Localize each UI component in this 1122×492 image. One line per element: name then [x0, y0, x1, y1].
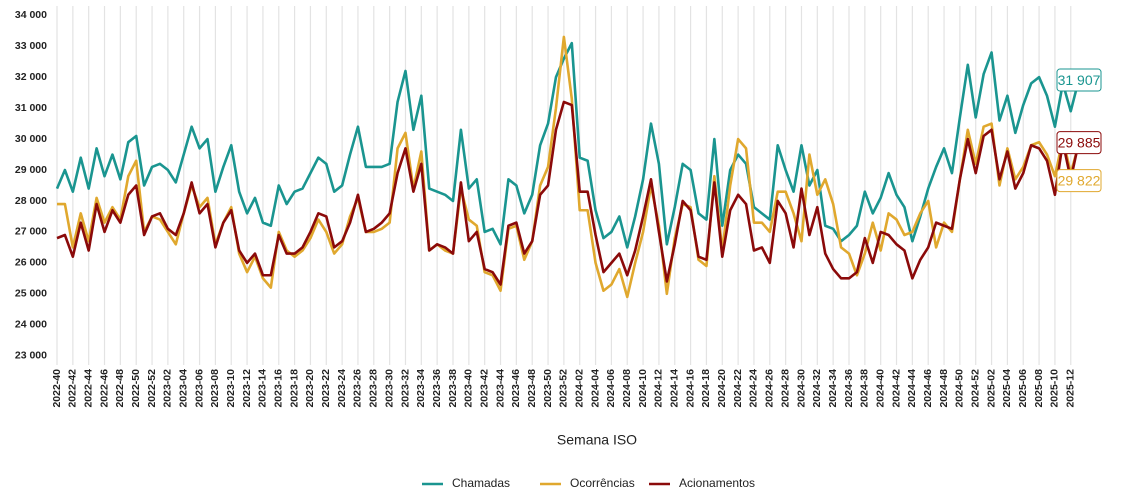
x-tick-label: 2023-28 — [368, 369, 380, 408]
x-tick-label: 2023-46 — [510, 369, 522, 408]
x-tick-label: 2024-38 — [859, 369, 871, 408]
x-tick-label: 2024-30 — [795, 369, 807, 408]
end-label: 31 907 — [1056, 68, 1102, 92]
x-tick-label: 2024-34 — [827, 369, 839, 408]
x-tick-label: 2024-50 — [954, 369, 966, 408]
y-tick-label: 31 000 — [15, 102, 47, 114]
end-label-text: 29 885 — [1058, 134, 1101, 150]
y-tick-label: 23 000 — [15, 349, 47, 361]
x-tick-label: 2023-04 — [178, 369, 190, 408]
x-tick-label: 2024-12 — [653, 369, 665, 408]
y-tick-label: 29 000 — [15, 164, 47, 176]
x-tick-label: 2024-14 — [669, 369, 681, 408]
x-tick-label: 2024-04 — [589, 369, 601, 408]
x-tick-label: 2023-44 — [494, 369, 506, 408]
x-tick-label: 2022-52 — [146, 369, 158, 408]
x-tick-label: 2023-18 — [288, 369, 300, 408]
y-tick-label: 32 000 — [15, 71, 47, 83]
x-tick-label: 2024-44 — [906, 369, 918, 408]
x-tick-label: 2023-12 — [241, 369, 253, 408]
x-tick-label: 2025-10 — [1049, 369, 1061, 408]
y-tick-label: 33 000 — [15, 40, 47, 52]
x-tick-label: 2024-22 — [732, 369, 744, 408]
x-tick-label: 2024-52 — [970, 369, 982, 408]
x-tick-label: 2023-32 — [399, 369, 411, 408]
x-axis-title: Semana ISO — [557, 432, 637, 448]
x-tick-label: 2024-28 — [779, 369, 791, 408]
x-tick-label: 2025-06 — [1017, 369, 1029, 408]
y-tick-label: 30 000 — [15, 133, 47, 145]
end-label-text: 29 822 — [1058, 172, 1101, 188]
x-tick-label: 2023-34 — [415, 369, 427, 408]
end-label-box — [1056, 169, 1102, 193]
end-label-box — [1056, 68, 1102, 92]
x-tick-label: 2022-44 — [82, 369, 94, 408]
x-tick-label: 2024-42 — [890, 369, 902, 408]
y-tick-label: 34 000 — [15, 9, 47, 21]
x-tick-label: 2024-06 — [605, 369, 617, 408]
y-tick-label: 26 000 — [15, 257, 47, 269]
x-tick-label: 2024-36 — [843, 369, 855, 408]
x-tick-label: 2024-48 — [938, 369, 950, 408]
x-tick-label: 2023-10 — [225, 369, 237, 408]
legend-item: Chamadas — [422, 476, 510, 490]
x-tick-label: 2024-20 — [716, 369, 728, 408]
x-tick-label: 2023-38 — [447, 369, 459, 408]
x-tick-label: 2023-36 — [431, 369, 443, 408]
x-tick-label: 2025-08 — [1033, 369, 1045, 408]
x-tick-label: 2022-50 — [130, 369, 142, 408]
legend-label: Acionamentos — [679, 476, 755, 490]
y-tick-label: 24 000 — [15, 319, 47, 331]
end-label: 29 885 — [1056, 131, 1102, 155]
x-tick-label: 2025-04 — [1001, 369, 1013, 408]
x-tick-label: 2023-14 — [257, 369, 269, 408]
y-tick-label: 25 000 — [15, 288, 47, 300]
end-label: 29 822 — [1056, 169, 1102, 193]
x-tick-label: 2023-48 — [526, 369, 538, 408]
y-tick-label: 27 000 — [15, 226, 47, 238]
x-tick-label: 2023-50 — [542, 369, 554, 408]
x-tick-label: 2024-32 — [811, 369, 823, 408]
x-tick-label: 2023-06 — [193, 369, 205, 408]
x-tick-label: 2023-08 — [209, 369, 221, 408]
x-tick-label: 2024-46 — [922, 369, 934, 408]
x-tick-label: 2022-42 — [67, 369, 79, 408]
x-tick-label: 2022-46 — [98, 369, 110, 408]
x-tick-label: 2023-52 — [558, 369, 570, 408]
x-tick-label: 2022-48 — [114, 369, 126, 408]
x-tick-label: 2024-08 — [621, 369, 633, 408]
x-tick-label: 2023-40 — [463, 369, 475, 408]
x-tick-label: 2023-42 — [478, 369, 490, 408]
x-tick-label: 2024-24 — [748, 369, 760, 408]
series-line — [55, 41, 1080, 249]
x-tick-label: 2023-02 — [162, 369, 174, 408]
end-label-text: 31 907 — [1058, 72, 1101, 88]
x-tick-label: 2024-18 — [700, 369, 712, 408]
legend-item: Acionamentos — [649, 476, 755, 490]
x-tick-label: 2023-22 — [320, 369, 332, 408]
x-tick-label: 2024-26 — [764, 369, 776, 408]
x-tick-label: 2023-16 — [273, 369, 285, 408]
x-tick-label: 2024-10 — [637, 369, 649, 408]
x-tick-label: 2023-30 — [383, 369, 395, 408]
x-tick-label: 2023-24 — [336, 369, 348, 408]
x-tick-label: 2024-16 — [684, 369, 696, 408]
x-tick-label: 2024-40 — [874, 369, 886, 408]
x-tick-label: 2023-20 — [304, 369, 316, 408]
x-tick-label: 2025-02 — [985, 369, 997, 408]
y-tick-label: 28 000 — [15, 195, 47, 207]
x-tick-label: 2024-02 — [574, 369, 586, 408]
x-tick-label: 2023-26 — [352, 369, 364, 408]
x-tick-label: 2022-40 — [51, 369, 63, 408]
legend-label: Ocorrências — [570, 476, 635, 490]
legend-item: Ocorrências — [540, 476, 635, 490]
end-label-box — [1056, 131, 1102, 155]
legend-label: Chamadas — [452, 476, 510, 490]
series-line — [56, 100, 1080, 286]
series-line — [57, 35, 1080, 299]
x-tick-label: 2025-12 — [1065, 369, 1077, 408]
